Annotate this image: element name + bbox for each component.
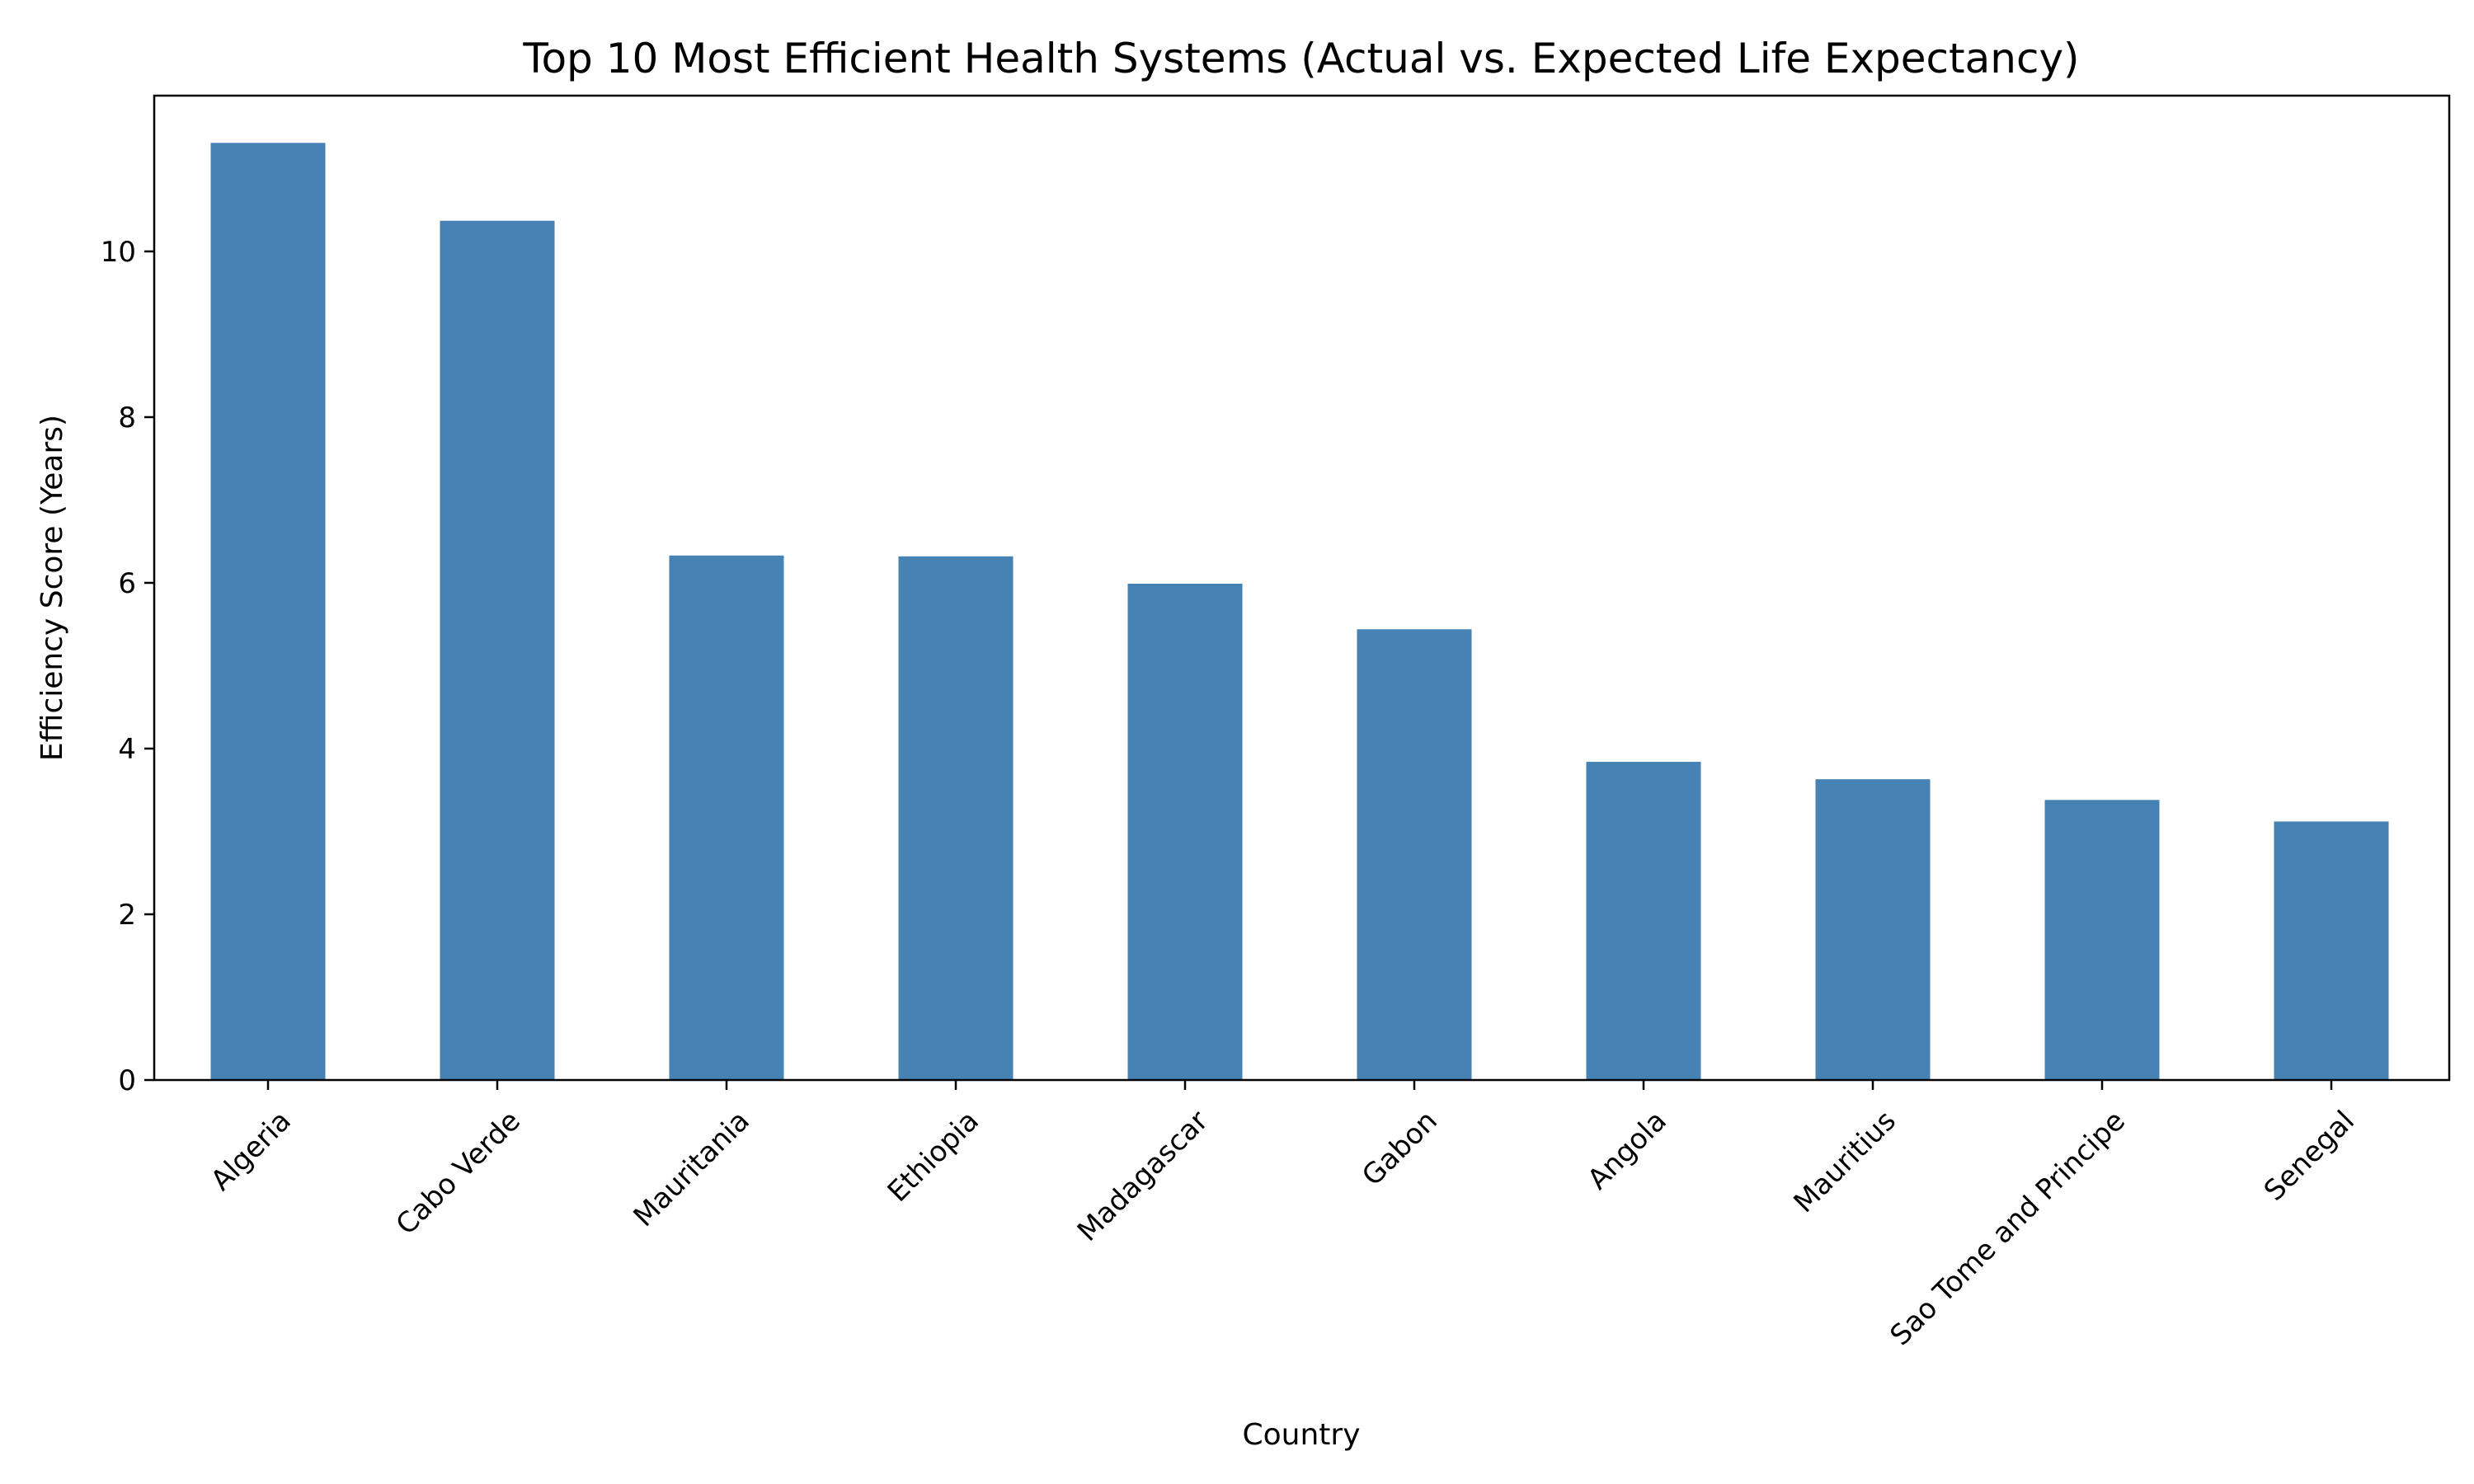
bar-algeria: [210, 143, 326, 1081]
y-tick-label: 2: [118, 899, 136, 932]
bar-angola: [1586, 762, 1701, 1080]
bars-group: [210, 143, 2389, 1081]
bar-sao-tome-and-principe: [2044, 800, 2160, 1080]
x-tick-label: Senegal: [2258, 1105, 2361, 1208]
y-axis-label: Efficiency Score (Years): [35, 415, 69, 761]
bar-madagascar: [1127, 583, 1243, 1080]
y-tick-label: 6: [118, 567, 136, 600]
x-axis-ticks: Algeria Cabo Verde Mauritania Ethiopia Madag…: [205, 1080, 2361, 1352]
x-tick-label: Cabo Verde: [390, 1105, 527, 1242]
x-axis-label: Country: [1242, 1418, 1360, 1452]
x-tick-label: Algeria: [205, 1105, 298, 1198]
bar-mauritius: [1815, 779, 1931, 1080]
x-tick-label: Madagascar: [1071, 1105, 1215, 1248]
bar-cabo-verde: [440, 220, 555, 1080]
y-axis-ticks: 0 2 4 6 8 10: [101, 236, 154, 1097]
chart-title: Top 10 Most Efficient Health Systems (Ac…: [522, 35, 2079, 82]
x-tick-label: Gabon: [1356, 1105, 1444, 1193]
y-tick-label: 8: [118, 402, 136, 434]
y-tick-label: 10: [101, 236, 136, 269]
x-tick-label: Sao Tome and Principe: [1884, 1105, 2131, 1352]
x-tick-label: Angola: [1582, 1105, 1673, 1196]
bar-gabon: [1357, 629, 1472, 1080]
y-tick-label: 4: [118, 733, 136, 766]
y-tick-label: 0: [118, 1064, 136, 1097]
x-tick-label: Ethiopia: [882, 1105, 985, 1209]
bar-ethiopia: [898, 556, 1014, 1080]
bar-mauritania: [669, 555, 784, 1080]
x-tick-label: Mauritius: [1787, 1105, 1902, 1219]
plot-frame: [153, 94, 2451, 1082]
bar-senegal: [2274, 821, 2389, 1080]
x-tick-label: Mauritania: [628, 1105, 756, 1233]
